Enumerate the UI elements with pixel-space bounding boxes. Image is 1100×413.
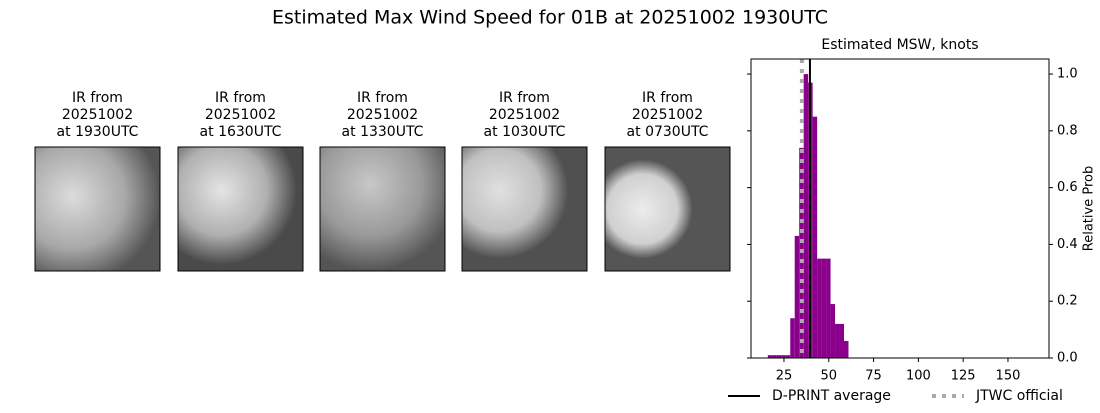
bar	[785, 355, 791, 358]
bar	[794, 235, 800, 358]
bar	[821, 258, 827, 358]
panel-title: IR from	[357, 90, 408, 106]
panel-title: 20251002	[62, 107, 133, 123]
x-tick-label: 50	[820, 369, 837, 384]
x-tick-label: 100	[906, 369, 931, 384]
panel-title: 20251002	[205, 107, 276, 123]
panel-title: at 1630UTC	[200, 124, 282, 140]
bar	[830, 304, 836, 358]
bar	[844, 340, 849, 358]
bar	[817, 258, 822, 358]
bar	[826, 258, 831, 358]
bar	[781, 355, 786, 358]
y-tick-label: 0.4	[1057, 237, 1078, 252]
panel-title: IR from	[642, 90, 693, 106]
panel-title: at 1030UTC	[484, 124, 566, 140]
bar	[812, 116, 818, 359]
bar	[776, 355, 782, 358]
panel-title: IR from	[72, 90, 123, 106]
panel-title: 20251002	[489, 107, 560, 123]
y-tick-label: 0.6	[1057, 180, 1078, 195]
ir-image	[319, 146, 446, 272]
histogram-chart: Estimated MSW, knots Relative Prob 25 50 75 1…	[728, 37, 1097, 404]
y-axis-label: Relative Prob	[1082, 166, 1097, 251]
x-tick-label: 25	[776, 369, 793, 384]
x-tick-label: 150	[996, 369, 1021, 384]
y-tick-label: 1.0	[1057, 67, 1078, 82]
panel-title: at 1930UTC	[57, 124, 139, 140]
y-tick-label: 0.0	[1057, 351, 1078, 366]
x-tick-label: 125	[951, 369, 976, 384]
chart-title: Estimated MSW, knots	[821, 37, 978, 53]
bar	[803, 74, 809, 359]
bar	[835, 323, 840, 358]
ir-image	[34, 146, 161, 272]
ir-image	[177, 146, 304, 272]
plot-frame	[750, 58, 1050, 359]
ir-image	[604, 146, 731, 272]
bar	[767, 355, 773, 358]
legend-label: JTWC official	[975, 388, 1063, 404]
x-tick-label: 75	[865, 369, 882, 384]
panel-title: IR from	[499, 90, 550, 106]
bar	[790, 318, 795, 358]
panel-title: at 1330UTC	[342, 124, 424, 140]
y-tick-label: 0.2	[1057, 294, 1078, 309]
ir-image	[461, 146, 588, 272]
bar	[772, 355, 777, 358]
y-tick-label: 0.8	[1057, 123, 1078, 138]
panel-title: 20251002	[632, 107, 703, 123]
panel-title: IR from	[215, 90, 266, 106]
figure-title: Estimated Max Wind Speed for 01B at 2025…	[272, 7, 828, 29]
panel-title: 20251002	[347, 107, 418, 123]
panel-title: at 0730UTC	[627, 124, 709, 140]
bar	[839, 323, 845, 358]
legend-label: D-PRINT average	[772, 388, 891, 404]
